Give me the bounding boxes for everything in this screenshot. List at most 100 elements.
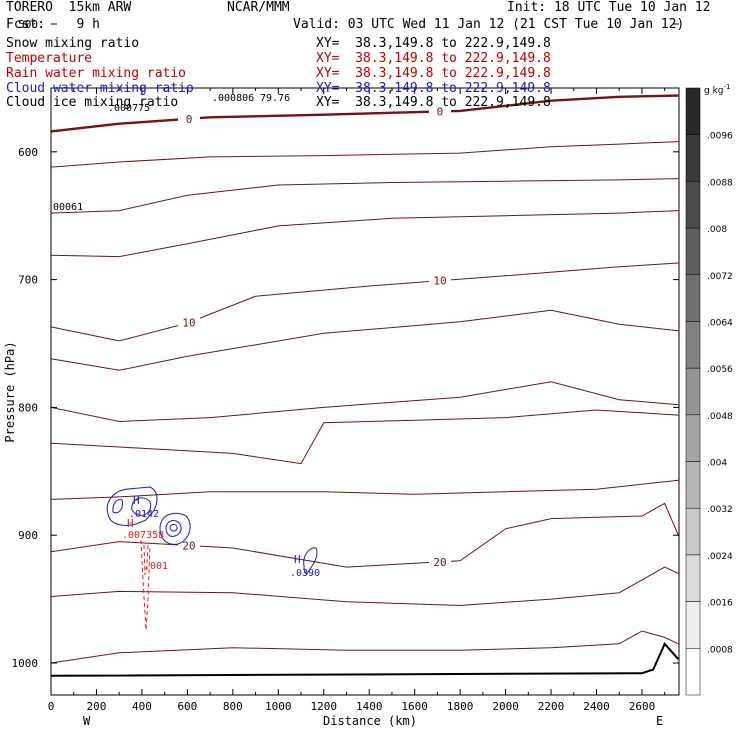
temperature-contour-18 [50, 141, 679, 168]
y-tick-label: 900 [18, 529, 38, 542]
field-xy-temperature: XY= 38.3,149.8 to 222.9,149.8 [316, 51, 551, 66]
x-tick-label: 1000 [265, 700, 292, 713]
plot-frame [50, 87, 680, 696]
field-name-cloud-water: Cloud water mixing ratio [6, 81, 194, 96]
colorbar-tick-label: .0096 [707, 132, 733, 142]
temperature-contour-23 [50, 381, 679, 423]
y-tick-label: 800 [18, 401, 38, 414]
x-tick-label: 1400 [356, 700, 383, 713]
colorbar-swatch [685, 554, 701, 602]
y-tick-label: 600 [18, 146, 38, 159]
colorbar-tick-label: .0056 [707, 365, 733, 375]
colorbar-swatch [685, 414, 701, 462]
init-time: Init: 18 UTC Tue 10 Jan 12 [507, 0, 711, 15]
field-xy-cloud-ice: XY= 38.3,149.8 to 222.9,149.8 [316, 95, 551, 110]
rain-water-contour-label: .001 [144, 561, 168, 572]
rain-water-contour-inner [143, 544, 149, 576]
colorbar-swatch [685, 601, 701, 649]
org-title: NCAR/MMM [227, 0, 290, 15]
terrain-surface [50, 641, 680, 677]
cloud-water-contour-outer [106, 486, 158, 526]
colorbar-swatch [685, 648, 701, 696]
temperature-contour-label: 10 [433, 275, 446, 288]
colorbar-swatch [685, 227, 701, 276]
contour-label-bg [428, 274, 451, 286]
y-tick-label: 1000 [12, 657, 39, 670]
model-title: TORERO 15km ARW [6, 0, 132, 15]
x-tick-label: 2200 [538, 700, 565, 713]
colorbar-tick-label: .0024 [707, 552, 733, 562]
x-tick-label: 800 [223, 700, 243, 713]
contour-label-bg [428, 555, 451, 567]
cloud-water-max-marker-2: H [294, 553, 301, 566]
x-tick-label: 0 [48, 700, 55, 713]
field-name-rain: Rain water mixing ratio [6, 66, 187, 81]
y-tick-label: 500 [18, 18, 38, 31]
colorbar-tick-label: .004 [707, 459, 727, 469]
x-tick-label: 1800 [447, 700, 474, 713]
colorbar-swatch [685, 507, 701, 556]
cloud-water-contour-1100km [303, 547, 318, 575]
temperature-contour-26 [50, 502, 679, 568]
x-tick-label: 1200 [311, 700, 338, 713]
colorbar-swatch [685, 181, 701, 229]
temperature-contour-21 [50, 262, 679, 342]
colorbar-swatch [685, 274, 701, 322]
field-xy-cloud-water: XY= 38.3,149.8 to 222.9,149.8 [316, 81, 551, 96]
temperature-contour-27 [50, 566, 679, 607]
colorbar-tick-label: .0016 [707, 599, 733, 609]
rain-water-max-marker: H [127, 517, 134, 530]
colorbar-tick-label: .0008 [707, 645, 733, 655]
temperature-contour-25 [50, 479, 679, 500]
y-axis: 2003004005006007008009001000 [12, 18, 679, 670]
cloud-water-max-marker: H [133, 494, 140, 507]
x-tick-label: 2000 [492, 700, 519, 713]
x-tick-label: 1600 [401, 700, 428, 713]
contour-label-bg [428, 105, 451, 117]
temperature-contour-28 [50, 630, 679, 664]
colorbar-unit: g kg-1 [704, 83, 730, 96]
field-xy-rain: XY= 38.3,149.8 to 222.9,149.8 [316, 66, 551, 81]
temperature-contour-17 [50, 94, 679, 133]
x-axis-label: Distance (km) [323, 714, 417, 728]
contour-label-bg [178, 316, 201, 328]
temperature-contour-label: 0 [186, 113, 193, 126]
west-label: W [83, 714, 91, 728]
cloud-water-contour-east-core [169, 524, 178, 532]
colorbar-tick-label: .0064 [707, 318, 733, 328]
temperature-contour-24 [50, 409, 679, 465]
temperature-contour-label: 20 [433, 556, 446, 569]
colorbar-tick-label: .0032 [707, 505, 733, 515]
x-tick-label: 400 [132, 700, 152, 713]
misc-label-1: .000806 [212, 93, 254, 104]
colorbar: .0096 .0088 .008 .0072 .0064 .0056 .0048 .004 .0… [685, 87, 733, 696]
east-label: E [656, 714, 663, 728]
y-tick-label: 700 [18, 274, 38, 287]
temperature-contour-label: 10 [182, 316, 195, 329]
field-name-temperature: Temperature [6, 51, 93, 66]
x-tick-label: 200 [87, 700, 107, 713]
colorbar-tick-label: .0072 [707, 272, 733, 282]
cloud-water-max-value: .0142 [129, 509, 159, 520]
colorbar-tick-label: .0048 [707, 412, 733, 422]
contour-label-bg [178, 539, 201, 551]
cloud-water-contour-inner [131, 497, 152, 516]
colorbar-tick-label: .008 [707, 225, 727, 235]
temperature-contour-19 [50, 178, 679, 214]
temperature-contour-20 [50, 210, 679, 258]
x-tick-label: 600 [177, 700, 197, 713]
y-axis-label: Pressure (hPa) [3, 341, 17, 442]
colorbar-tick-label: .0088 [707, 178, 733, 188]
colorbar-swatch [685, 321, 701, 369]
cloud-water-contour-east-inner [165, 520, 182, 537]
misc-label-3: .000775 [108, 103, 150, 114]
cloud-water-contour-small [112, 499, 123, 514]
misc-label-2: 79.76 [260, 93, 290, 104]
field-xy-snow: XY= 38.3,149.8 to 222.9,149.8 [316, 36, 551, 51]
field-name-snow: Snow mixing ratio [6, 36, 140, 51]
temperature-contour-22 [50, 309, 679, 371]
cloud-water-contour-east [159, 512, 191, 545]
misc-label-top-left: 00061 [53, 202, 83, 213]
